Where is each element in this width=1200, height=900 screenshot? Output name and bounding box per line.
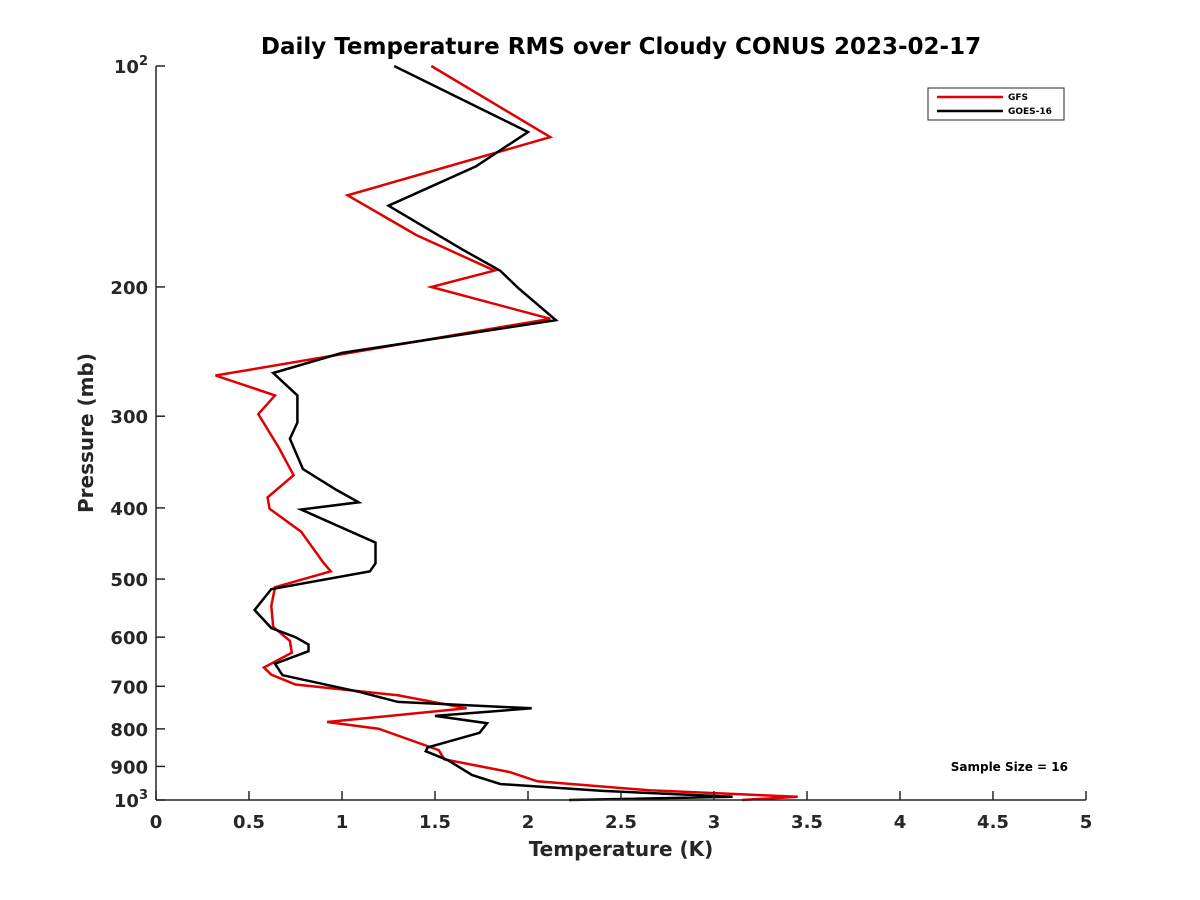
y-tick-label: 600 [110, 628, 148, 649]
chart-title: Daily Temperature RMS over Cloudy CONUS … [261, 34, 981, 60]
legend: GFS GOES-16 [927, 87, 1065, 121]
y-tick-label: 103 [114, 788, 148, 812]
y-tick-label: 102 [114, 54, 148, 78]
x-tick-label: 3 [708, 812, 721, 833]
y-axis-label: Pressure (mb) [74, 353, 98, 513]
x-tick-label: 5 [1080, 812, 1093, 833]
x-tick-label: 1 [336, 812, 349, 833]
legend-label-gfs: GFS [1008, 93, 1028, 103]
x-ticks: 0 0.5 1 1.5 2 2.5 3 3.5 4 4.5 5 [150, 791, 1093, 833]
y-tick-label: 700 [110, 677, 148, 698]
y-tick-label: 500 [110, 570, 148, 591]
sample-size-annotation: Sample Size = 16 [951, 760, 1068, 774]
y-tick-label: 300 [110, 407, 148, 428]
y-ticks: 102 200 300 400 500 600 700 800 900 103 [110, 54, 165, 812]
x-axis-label: Temperature (K) [529, 837, 714, 861]
legend-label-goes16: GOES-16 [1008, 107, 1052, 117]
series-line-gfs [215, 64, 798, 802]
x-tick-label: 1.5 [419, 812, 451, 833]
legend-box [927, 87, 1065, 121]
x-tick-label: 2 [522, 812, 535, 833]
axes [155, 66, 1086, 801]
y-tick-label: 400 [110, 499, 148, 520]
x-tick-label: 4.5 [977, 812, 1009, 833]
x-tick-label: 0.5 [233, 812, 265, 833]
y-tick-label: 800 [110, 720, 148, 741]
x-tick-label: 4 [894, 812, 907, 833]
x-tick-label: 2.5 [605, 812, 637, 833]
plot-area [215, 64, 798, 802]
series-line-goes16 [252, 64, 733, 802]
y-tick-label: 900 [110, 757, 148, 778]
x-tick-label: 3.5 [791, 812, 823, 833]
x-tick-label: 0 [150, 812, 163, 833]
y-tick-label: 200 [110, 278, 148, 299]
